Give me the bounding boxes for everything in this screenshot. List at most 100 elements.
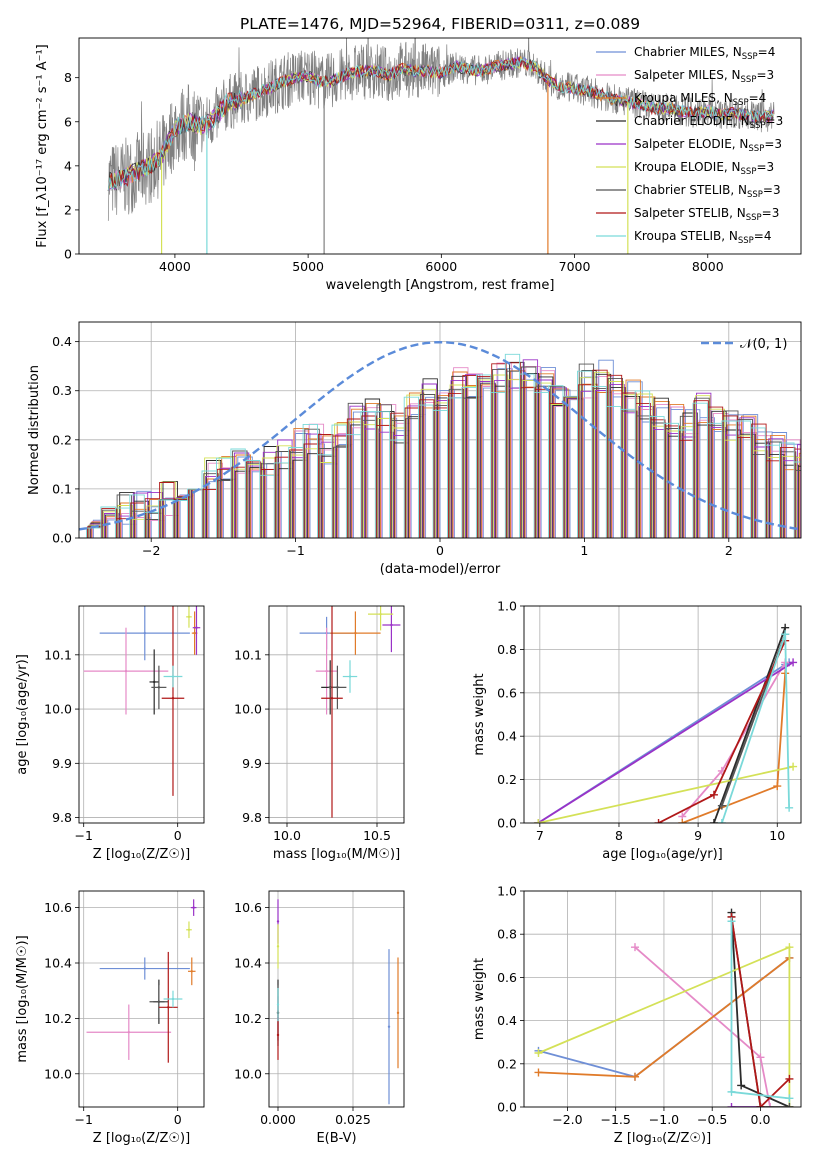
legend-nssp-value: 4 [764,229,772,243]
legend-model-name: Kroupa ELODIE [634,160,724,174]
data-point [171,697,175,700]
legend-nssp-sub: SSP [741,167,757,177]
data-point [330,697,334,700]
y-tick-label: 9.8 [52,810,72,825]
weight-marker [727,917,736,926]
data-point [143,631,146,635]
weight-series-line [634,946,771,1107]
y-tick-label: 0 [64,247,72,262]
data-point [354,631,357,635]
weight-marker [534,1049,543,1057]
legend-nssp-value: 4 [768,45,776,59]
data-point [276,1033,280,1037]
legend-nssp-eq: = [756,160,766,174]
legend-nssp-value: 3 [767,160,775,174]
y-tick-label: 10.1 [234,647,262,662]
x-tick-label: 0 [174,1112,182,1127]
data-point [190,970,193,973]
data-point [193,631,196,635]
x-tick-label: 10.0 [273,828,301,843]
y-tick-label: 0.8 [497,927,517,942]
data-point [187,615,191,619]
y-tick-label: 10.0 [44,702,72,717]
legend-label: Salpeter ELODIE, NSSP=3 [634,137,782,154]
weight-marker [789,762,798,771]
legend-nssp-sub: SSP [748,144,764,154]
legend-model-name: Salpeter STELIB [634,206,729,220]
weight-series-line [658,640,787,823]
weight-marker [654,819,663,823]
y-tick-label: 0.2 [52,432,72,447]
y-tick-label: 1.0 [497,599,517,614]
weight-marker [785,1094,794,1103]
weight-marker [773,782,782,791]
x-tick-label: 7000 [559,259,591,274]
residuals-panel: −2 −1 0 1 2 0.0 0.1 0.2 0.3 0.4 (data-model)/error… [27,321,802,577]
legend-model-name: Salpeter MILES [634,68,724,82]
data-point [157,686,161,689]
y-tick-label: 10.6 [44,900,72,915]
data-point [379,612,382,616]
weight-marker [678,819,687,823]
x-tick-label: 0.000 [260,1112,296,1127]
x-axis-label: Z [log₁₀(Z/Z☉)] [614,1131,711,1146]
data-point [387,1025,391,1028]
x-tick-label: −1.5 [601,1112,631,1127]
legend-nssp-prefix: , N [733,114,750,128]
gaussian-legend-label: 𝒩(0, 1) [740,337,787,352]
weight-marker [766,1103,775,1107]
x-tick-label: 4000 [159,259,191,274]
y-tick-label: 10.0 [44,1066,72,1081]
legend-nssp-value: 3 [773,183,781,197]
data-point [396,1011,400,1015]
legend-nssp-value: 3 [772,206,780,220]
weight-series-line [537,661,794,823]
y-tick-label: 10.6 [234,900,262,915]
data-point [157,1000,161,1003]
legend-model-name: Chabrier MILES [634,45,725,59]
legend-label: Salpeter STELIB, NSSP=3 [634,206,779,223]
x-tick-label: −0.5 [697,1112,727,1127]
legend-nssp-sub: SSP [741,75,757,85]
plot-frame [523,890,802,1108]
data-point [127,1031,131,1034]
data-point [152,680,156,684]
legend-nssp-sub: SSP [742,52,758,62]
plot-frame [78,605,205,824]
model-spectrum-line [107,57,774,191]
legend-label: Chabrier MILES, NSSP=4 [634,45,775,62]
y-tick-label: 0.0 [52,531,72,546]
legend-nssp-value: 4 [759,91,767,105]
plot-frame [268,890,405,1108]
legend-nssp-prefix: , N [732,137,749,151]
data-point [143,967,146,970]
y-tick-label: 9.8 [242,810,262,825]
legend-nssp-eq: = [762,206,772,220]
y-tick-label: 0.6 [497,970,517,985]
plot-area [86,899,197,1063]
weight-marker [727,1103,736,1107]
legend-model-name: Chabrier STELIB [634,183,730,197]
y-tick-label: 4 [64,158,72,173]
legend-nssp-eq: = [764,137,774,151]
plot-frame [523,605,802,824]
weight-marker [737,1081,746,1090]
legend-nssp-prefix: , N [729,206,746,220]
age-mass-panel: 10.0 10.5 9.8 9.9 10.0 10.1 mass [log₁₀(M/M☉)] [234,605,405,862]
weight-marker [717,819,726,823]
legend-model-name: Kroupa MILES [634,91,716,105]
histogram-bars [79,363,801,538]
legend-nssp-eq: = [758,45,768,59]
weight-marker [785,803,794,812]
y-tick-label: 0.6 [497,685,517,700]
model-spectrum-line [107,56,774,191]
weight-series-line [538,765,794,823]
weight-marker [756,1053,765,1062]
y-tick-label: 10.0 [234,1066,262,1081]
plot-frame [268,605,405,824]
x-tick-label: −1 [286,543,304,558]
x-tick-label: 10.5 [363,828,391,843]
legend-nssp-value: 3 [767,68,775,82]
x-tick-label: 9 [694,828,702,843]
data-point [325,669,328,673]
